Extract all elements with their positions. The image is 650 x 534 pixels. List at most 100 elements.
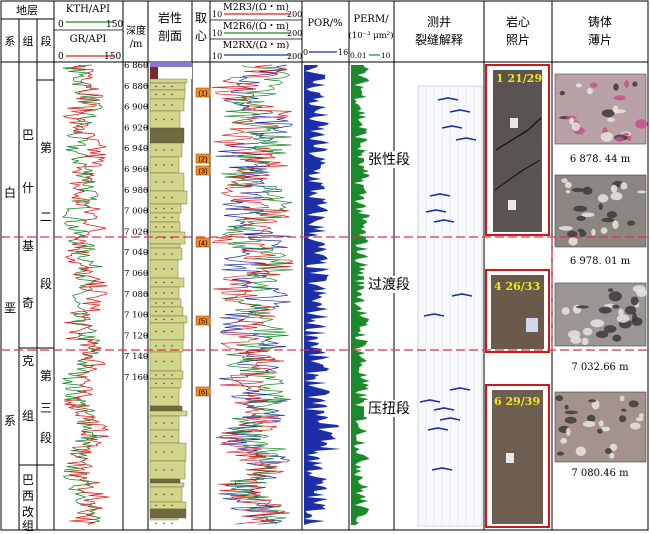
perm-label: PERM/ (353, 14, 389, 25)
system-char-1: 白 (4, 185, 16, 200)
thin-section-1 (554, 73, 647, 145)
depth-tick-label: 6 920 (124, 123, 148, 133)
core-photo-3 (492, 390, 543, 524)
member2-char-3: 段 (40, 276, 52, 291)
depth-tick-label: 6 980 (124, 186, 148, 196)
group-char-3: 基 (22, 239, 34, 253)
zone-boundaries (1, 236, 648, 351)
strata-labels: 白 垩 系 巴 什 基 奇 克 组 巴 西 改 组 第 二 段 第 三 段 (4, 128, 52, 533)
fracture-panel (417, 85, 483, 527)
rx-max: 200 (287, 52, 302, 61)
por-label: POR/% (307, 18, 342, 29)
group-header: 组 (23, 34, 34, 48)
core-header-2: 照片 (506, 33, 530, 47)
group-bottom-char-3: 改 (22, 505, 34, 519)
thin-section-1-label: 6 878. 44 m (570, 154, 631, 165)
system-char-3: 系 (4, 414, 16, 428)
core-photo-1 (493, 70, 542, 232)
depth-header-2: /m (130, 39, 143, 50)
depth-tick-label: 6 880 (124, 82, 148, 92)
system-header: 系 (5, 35, 16, 48)
depth-tick-label: 7 120 (124, 331, 148, 341)
fracture-header-2: 裂缝解释 (415, 32, 463, 47)
r3-label: M2R3/(Ω・m) (223, 2, 289, 13)
depth-tick-label: 7 020 (124, 227, 148, 237)
thin-header-1: 铸体 (588, 14, 612, 29)
gr-min: 0 (58, 52, 64, 62)
sampling-header-2: 心 (195, 29, 207, 43)
por-max: 16 (338, 48, 348, 57)
core-header-1: 岩心 (506, 14, 530, 29)
core-sample-6: (6) (198, 388, 208, 397)
r6-max: 200 (287, 29, 302, 38)
core-sample-markers: (1) (2) (3) (4) (5) (6) (195, 87, 211, 397)
depth-tick-label: 7 140 (124, 352, 148, 362)
lithology-header-2: 剖面 (158, 29, 182, 43)
core-photo-2 (491, 275, 544, 349)
group-bottom-char-1: 巴 (22, 473, 34, 487)
r3-min: 10 (212, 10, 222, 19)
strata-header: 地层 (16, 4, 38, 17)
core-sample-5: (5) (198, 317, 208, 326)
depth-axis: 6 860 6 880 6 900 6 920 6 940 6 960 6 980 7 000… (124, 61, 148, 383)
group-char-5: 克 (22, 354, 34, 368)
core-photo-2-label: 4 26/33 (494, 280, 540, 293)
perm-unit: (10⁻³ μm²) (348, 30, 393, 41)
lithology-column (149, 62, 192, 525)
zone-tensile: 张性段 (368, 152, 410, 168)
lithology-header-1: 岩性 (158, 10, 182, 25)
gr-max: 150 (104, 52, 121, 62)
depth-tick-label: 7 060 (124, 269, 148, 279)
zone-compression: 压扭段 (368, 401, 410, 417)
group-char-2: 什 (22, 181, 34, 195)
thin-section-4-label: 7 080.46 m (571, 468, 629, 479)
kth-label: KTH/API (66, 4, 110, 15)
member2-char-2: 二 (40, 210, 52, 224)
member3-char-1: 第 (40, 369, 52, 383)
r6-min: 10 (212, 29, 222, 38)
group-char-6: 组 (22, 409, 34, 423)
rx-min: 10 (212, 52, 222, 61)
system-char-2: 垩 (4, 301, 16, 315)
fracture-header-1: 测井 (427, 15, 451, 29)
kth-min: 0 (58, 20, 64, 30)
core-sample-4: (4) (198, 239, 208, 248)
core-sample-3: (3) (198, 167, 208, 176)
r3-max: 200 (287, 10, 302, 19)
sampling-header-1: 取 (195, 11, 207, 25)
depth-tick-label: 7 080 (124, 290, 148, 300)
depth-tick-label: 6 960 (124, 165, 148, 175)
thin-section-2-label: 6 978. 01 m (570, 256, 631, 267)
depth-tick-label: 7 100 (124, 311, 148, 321)
zone-labels: 张性段 过渡段 压扭段 (364, 151, 414, 417)
depth-tick-label: 6 940 (124, 144, 148, 154)
rx-label: M2RX/(Ω・m) (223, 40, 290, 51)
depth-tick-label: 7 160 (124, 373, 148, 383)
depth-header-1: 深度 (126, 24, 146, 37)
zone-transition: 过渡段 (368, 277, 410, 293)
core-photo-1-label: 1 21/29 (496, 72, 542, 85)
r6-label: M2R6/(Ω・m) (223, 21, 289, 32)
member-header: 段 (41, 34, 52, 48)
log-curves (61, 64, 370, 525)
gr-label: GR/API (70, 34, 107, 45)
depth-tick-label: 6 860 (124, 61, 148, 71)
depth-tick-label: 7 040 (124, 248, 148, 258)
kth-max: 150 (106, 20, 123, 30)
core-sample-2: (2) (198, 155, 208, 164)
depth-tick-label: 7 000 (124, 207, 148, 217)
member2-char-1: 第 (40, 141, 52, 155)
group-bottom-char-4: 组 (22, 519, 34, 533)
group-char-1: 巴 (22, 128, 34, 142)
header: 地层 系 组 段 KTH/API 0 150 GR/API 0 150 深度 /… (5, 2, 613, 62)
member3-char-3: 段 (40, 430, 52, 445)
thin-section-3-label: 7 032.66 m (571, 362, 629, 373)
perm-min: 0.01 (350, 51, 367, 60)
core-photos: 1 21/29 4 26/33 6 29/39 (485, 64, 550, 528)
por-min: 0 (303, 48, 308, 57)
thin-sections: 6 878. 44 m 6 978. 01 m 7 032.66 m 7 080… (554, 73, 648, 479)
perm-max: 10 (381, 51, 391, 60)
